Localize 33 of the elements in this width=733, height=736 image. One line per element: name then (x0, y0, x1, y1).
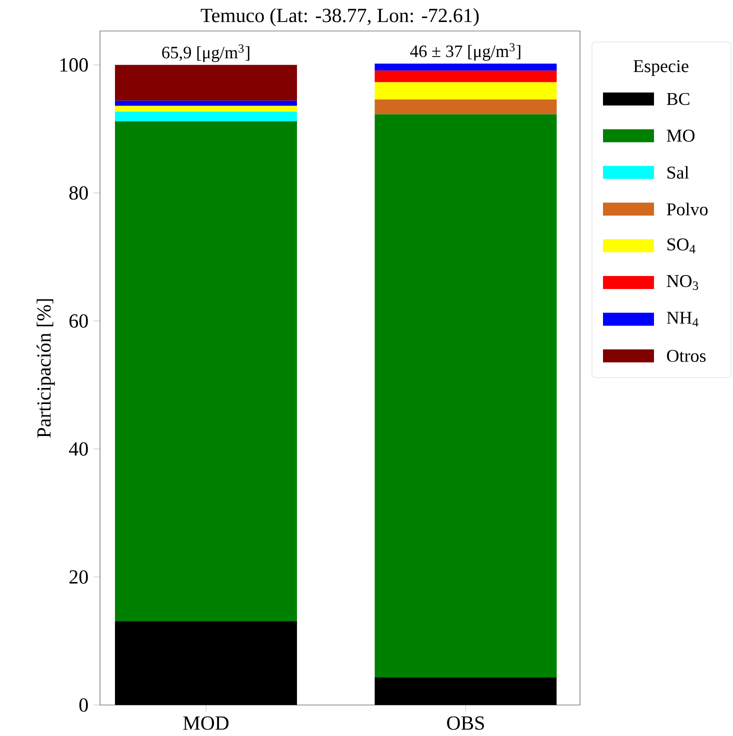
annotation: 65,9 [μg/m$^{3}$] (162, 44, 250, 62)
bar (114, 64, 297, 101)
legend-label: Sal (667, 166, 689, 179)
legend-title: Especie (634, 60, 688, 76)
bar (374, 114, 557, 678)
y-tick-label: 40 (69, 442, 88, 456)
y-tick-label: 0 (79, 698, 88, 712)
legend-label: MO (666, 130, 695, 142)
bar (374, 64, 557, 71)
bar (374, 677, 557, 705)
legend-label: SO$_{4}$ (667, 238, 696, 254)
chart-title: Temuco (Lat: -38.77, Lon: -72.61) (200, 8, 479, 26)
x-tick-label: OBS (447, 716, 484, 730)
annotation: 46 ± 37 [μg/m$^{3}$] (410, 43, 520, 61)
y-tick-label: 20 (70, 570, 88, 584)
bar (114, 621, 297, 705)
bar (374, 70, 557, 82)
legend-label: NH$_{4}$ (666, 312, 698, 327)
y-tick-label: 60 (69, 314, 88, 328)
y-tick-label: 100 (60, 58, 88, 72)
legend-label: Otros (667, 350, 706, 362)
bar (114, 106, 297, 112)
bar (114, 112, 297, 122)
y-axis-title: Participación [%] (36, 299, 55, 438)
bar (374, 99, 557, 114)
bar (114, 100, 297, 106)
bar (374, 82, 557, 100)
bar (114, 121, 297, 622)
x-tick-label: MOD (183, 716, 228, 730)
legend-label: BC (666, 92, 690, 106)
y-tick-label: 80 (69, 186, 88, 200)
legend-label: Polvo (666, 202, 708, 216)
legend-label: NO$_{3}$ (666, 275, 698, 290)
